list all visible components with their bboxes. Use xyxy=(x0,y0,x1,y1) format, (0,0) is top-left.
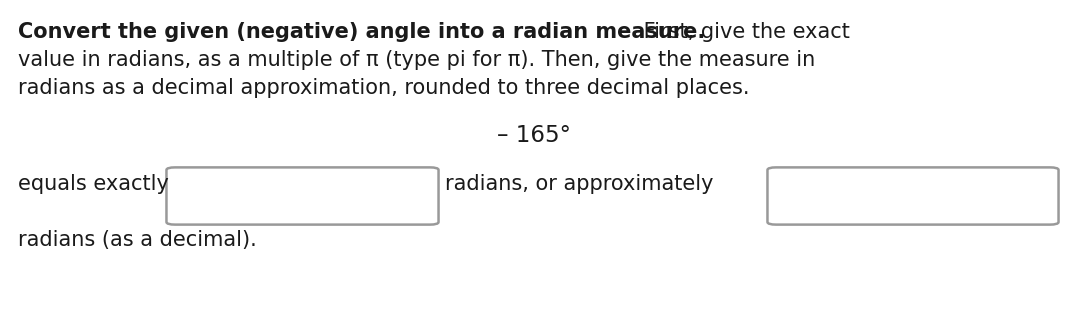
FancyBboxPatch shape xyxy=(768,167,1058,225)
Text: radians as a decimal approximation, rounded to three decimal places.: radians as a decimal approximation, roun… xyxy=(18,78,750,98)
Text: value in radians, as a multiple of π (type pi for π). Then, give the measure in: value in radians, as a multiple of π (ty… xyxy=(18,50,815,70)
FancyBboxPatch shape xyxy=(167,167,439,225)
Text: radians (as a decimal).: radians (as a decimal). xyxy=(18,230,256,250)
Text: – 165°: – 165° xyxy=(497,124,571,147)
Text: First, give the exact: First, give the exact xyxy=(637,22,850,42)
Text: radians, or approximately: radians, or approximately xyxy=(445,174,713,194)
Text: equals exactly: equals exactly xyxy=(18,174,169,194)
Text: Convert the given (negative) angle into a radian measure.: Convert the given (negative) angle into … xyxy=(18,22,705,42)
